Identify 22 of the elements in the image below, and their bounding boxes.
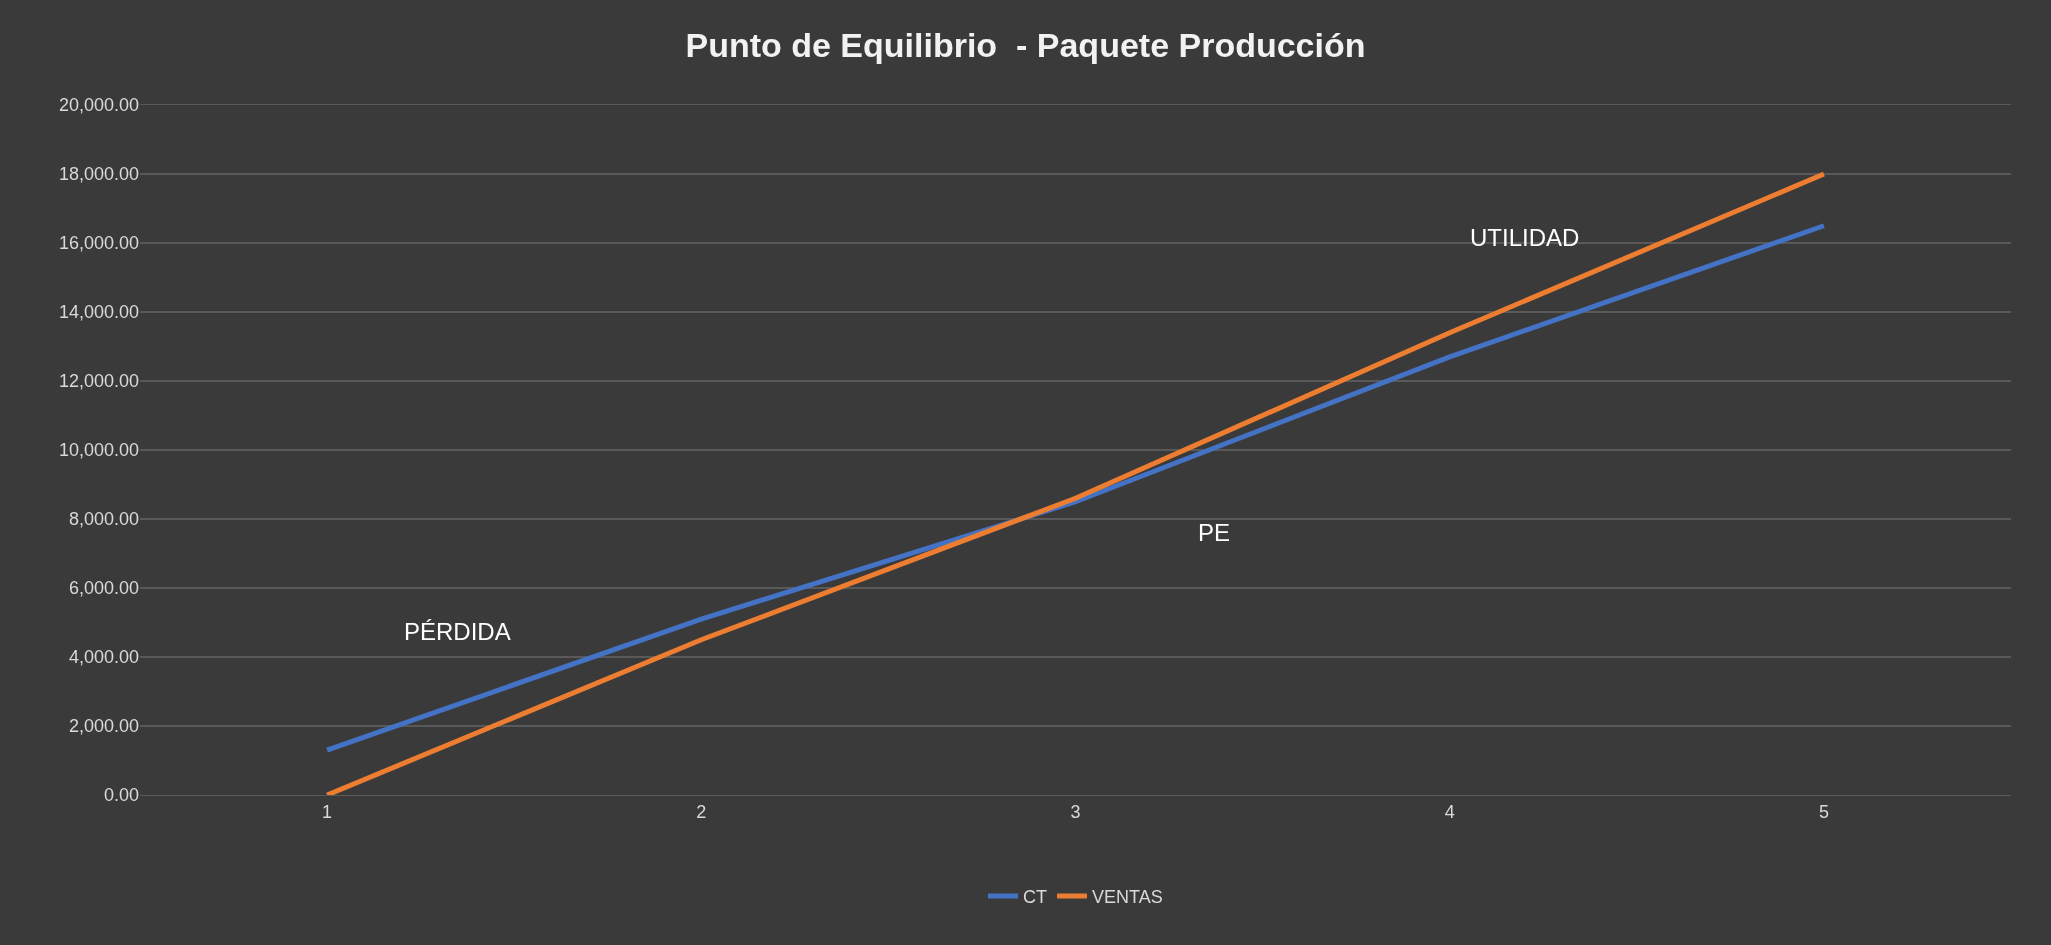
y-tick-label: 0.00: [103, 785, 139, 806]
y-tick-label: 6,000.00: [68, 578, 139, 599]
y-tick-label: 10,000.00: [58, 440, 139, 461]
y-tick-label: 14,000.00: [58, 302, 139, 323]
legend-label: VENTAS: [1092, 887, 1163, 908]
y-tick-label: 16,000.00: [58, 233, 139, 254]
y-tick-label: 8,000.00: [68, 509, 139, 530]
x-tick-label: 5: [1818, 801, 1829, 822]
chart-title: Punto de Equilibrio - Paquete Producción: [685, 25, 1366, 64]
legend-label: CT: [1023, 887, 1047, 908]
annotation: UTILIDAD: [1470, 224, 1580, 251]
annotation: PE: [1198, 519, 1231, 546]
x-tick-label: 1: [322, 801, 333, 822]
annotation: PÉRDIDA: [404, 618, 511, 645]
y-tick-label: 20,000.00: [58, 95, 139, 116]
y-tick-label: 2,000.00: [68, 716, 139, 737]
x-tick-label: 3: [1070, 801, 1081, 822]
y-tick-label: 4,000.00: [68, 647, 139, 668]
y-tick-label: 12,000.00: [58, 371, 139, 392]
x-tick-label: 4: [1444, 801, 1455, 822]
y-tick-label: 18,000.00: [58, 164, 139, 185]
x-tick-label: 2: [696, 801, 707, 822]
